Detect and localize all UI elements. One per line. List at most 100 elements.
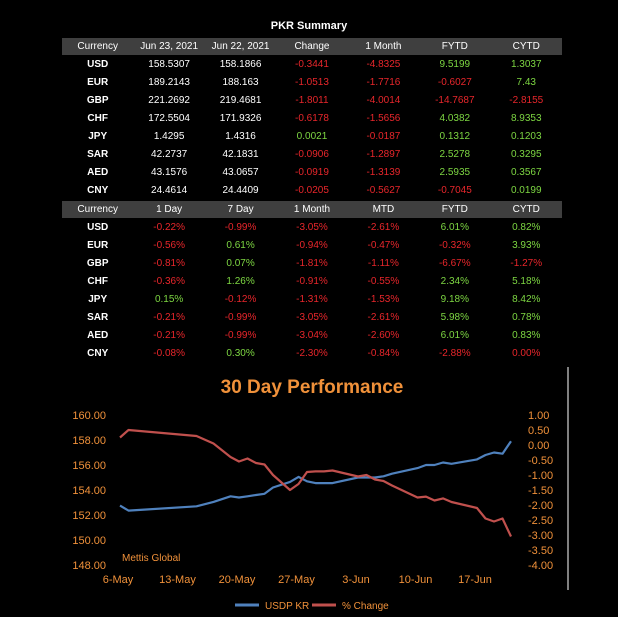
table-cell-mtd: -1.11% [367,257,399,269]
table-cell-fytd: -0.7045 [437,184,472,196]
chart-title: 30 Day Performance [221,377,404,398]
performance-chart: 30 Day Performance 160.00 158.00 156.00 154… [60,365,580,617]
table-cell-fytd: 9.5199 [439,58,471,70]
table-header-row: Currency Jun 23, 2021 Jun 22, 2021 Change 1 … [62,38,562,55]
column-header: FYTD [419,38,491,55]
y-right-tick-label: -1.00 [528,470,553,482]
table-cell-m1: -0.94% [296,239,328,251]
table-cell-fytd: -0.32% [438,239,471,251]
y-axis-right: 1.00 0.50 0.00 -0.50 -1.00 -1.50 -2.00 -2.50 -3.… [528,410,553,572]
y-axis-left: 160.00 158.00 156.00 154.00 152.00 150.00 148.… [72,410,106,572]
summary-title: PKR Summary [270,20,348,32]
table-cell-cytd: 0.1203 [510,130,542,142]
table-row: SAR -0.21% -0.99% -3.05% -2.61% 5.98% 0.78% [62,308,562,326]
table-row: EUR -0.56% 0.61% -0.94% -0.47% -0.32% 3.93% [62,236,562,254]
legend-label: USDP KR [265,601,309,612]
table-row: CHF 172.5504 171.9326 -0.6178 -1.5656 4.0382 8… [62,109,562,127]
currency-label: EUR [87,76,109,88]
table-cell-prev: 1.4316 [225,130,256,142]
table-row: AED 43.1576 43.0657 -0.0919 -1.3139 2.5935 0.3… [62,163,562,181]
table-cell-cytd: 1.3037 [510,58,542,70]
table-row: CHF -0.36% 1.26% -0.91% -0.55% 2.34% 5.18% [62,272,562,290]
y-left-tick-label: 152.00 [72,510,106,522]
currency-label: GBP [86,257,109,269]
table-cell-cytd: 8.42% [512,293,541,305]
table-cell-cytd: 0.0199 [510,184,542,196]
table-cell-m1: -1.81% [296,257,328,269]
table-cell-cur: 43.1576 [151,166,188,178]
y-right-tick-label: -1.50 [528,485,553,497]
table-cell-change: -0.6178 [295,112,329,124]
table-cell-cytd: 8.9353 [510,112,542,124]
table-cell-d7: 0.07% [226,257,255,269]
y-right-tick-label: 0.50 [528,425,549,437]
table-cell-cur: 221.2692 [148,94,190,106]
currency-label: JPY [88,130,108,142]
x-axis: 6-May 13-May 20-May 27-May 3-Jun 10-Jun 17-Jun [103,574,492,586]
table-cell-m1: -3.05% [296,311,328,323]
table-cell-m1: -3.04% [296,329,328,341]
table-cell-cytd: 7.43 [516,76,536,88]
table-cell-d1: -0.56% [153,239,185,251]
table-cell-cur: 172.5504 [148,112,190,124]
table-row: USD 158.5307 158.1866 -0.3441 -4.8325 9.5199 1… [62,55,562,73]
table-cell-fytd: 0.1312 [439,130,471,142]
table-cell-mtd: -2.61% [367,221,400,233]
table-cell-d7: -0.12% [224,293,257,305]
table-cell-fytd: -6.67% [438,257,471,269]
table-row: JPY 1.4295 1.4316 0.0021 -0.0187 0.1312 0.1203 [62,127,562,145]
table-cell-mtd: -0.47% [367,239,400,251]
column-header: Jun 23, 2021 [133,38,205,55]
table-cell-change: -0.0919 [295,166,329,178]
table-cell-prev: 171.9326 [219,112,262,124]
table-cell-d1: -0.21% [153,311,185,323]
table-cell-mtd: -2.61% [367,311,400,323]
currency-label: AED [87,329,109,341]
table-cell-fytd: 2.34% [440,275,469,287]
table-cell-change: -0.0906 [295,148,329,160]
table-cell-m1: -1.3139 [366,166,401,178]
pkr-rates-table: Currency Jun 23, 2021 Jun 22, 2021 Change 1 … [62,38,562,199]
table-cell-fytd: 6.01% [440,329,469,341]
column-header: Change [276,38,348,55]
table-cell-m1: -0.0187 [366,130,401,142]
table-cell-m1: -2.30% [296,347,328,359]
currency-label: USD [87,58,109,70]
table-cell-change: -1.8011 [295,94,329,106]
table-cell-m1: -1.2897 [366,148,401,160]
table-cell-fytd: 2.5278 [439,148,471,160]
table-header-row: Currency 1 Day 7 Day 1 Month MTD FYTD CYTD [62,201,562,218]
table-cell-m1: -0.5627 [366,184,401,196]
y-left-tick-label: 156.00 [72,460,106,472]
currency-label: AED [87,166,109,178]
table-cell-fytd: 9.18% [440,293,469,305]
table-cell-d7: -0.99% [224,329,257,341]
pkr-performance-table: Currency 1 Day 7 Day 1 Month MTD FYTD CYTD USD… [62,201,562,362]
column-header: CYTD [490,201,562,218]
column-header: 1 Month [347,38,420,55]
column-header: Currency [62,201,134,218]
table-cell-cur: 42.2737 [151,148,188,160]
chart-watermark: Mettis Global [122,553,180,564]
table-cell-m1: -0.91% [296,275,328,287]
y-right-tick-label: -4.00 [528,560,553,572]
table-cell-d1: 0.15% [154,293,184,305]
y-left-tick-label: 158.00 [72,435,106,447]
column-header: MTD [347,201,420,218]
y-right-tick-label: 1.00 [528,410,549,422]
x-tick-label: 10-Jun [399,574,433,586]
table-cell-prev: 42.1831 [222,148,259,160]
column-header: FYTD [419,201,491,218]
y-right-tick-label: 0.00 [528,440,549,452]
table-cell-m1: -1.5656 [366,112,401,124]
table-cell-fytd: 5.98% [440,311,469,323]
x-tick-label: 13-May [159,574,196,586]
table-cell-cur: 24.4614 [151,184,188,196]
table-cell-cytd: -2.8155 [509,94,544,106]
y-left-tick-label: 160.00 [72,410,106,422]
table-cell-cytd: 0.78% [512,311,541,323]
table-cell-change: -1.0513 [295,76,329,88]
column-header: 1 Month [276,201,348,218]
table-cell-prev: 43.0657 [222,166,259,178]
table-cell-prev: 219.4681 [219,94,262,106]
